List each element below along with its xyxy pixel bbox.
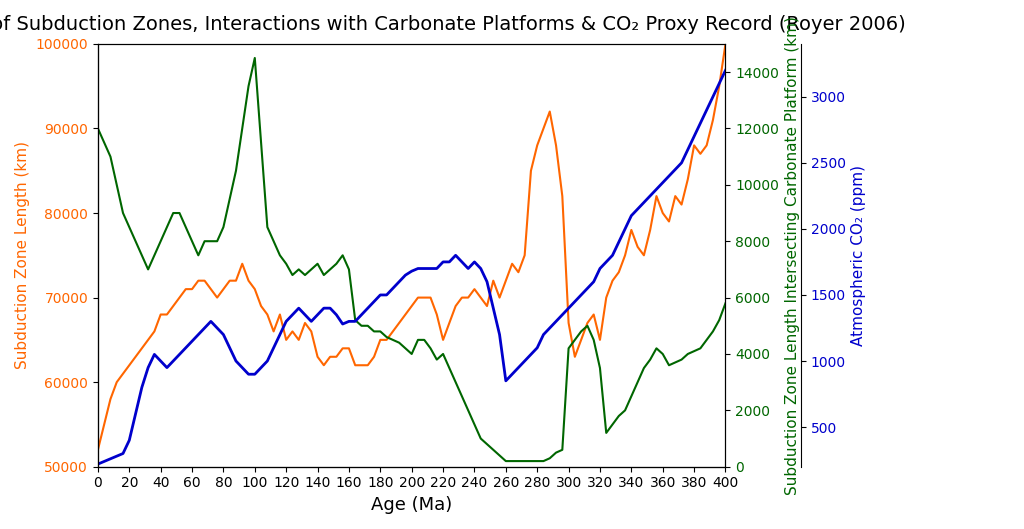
X-axis label: Age (Ma): Age (Ma) xyxy=(371,496,453,514)
Title: Length of Subduction Zones, Interactions with Carbonate Platforms & CO₂ Proxy Re: Length of Subduction Zones, Interactions… xyxy=(0,15,905,34)
Y-axis label: Subduction Zone Length (km): Subduction Zone Length (km) xyxy=(15,141,30,369)
Y-axis label: Atmospheric CO₂ (ppm): Atmospheric CO₂ (ppm) xyxy=(851,165,866,346)
Y-axis label: Subduction Zone Length Intersecting Carbonate Platform (km): Subduction Zone Length Intersecting Carb… xyxy=(784,16,800,495)
